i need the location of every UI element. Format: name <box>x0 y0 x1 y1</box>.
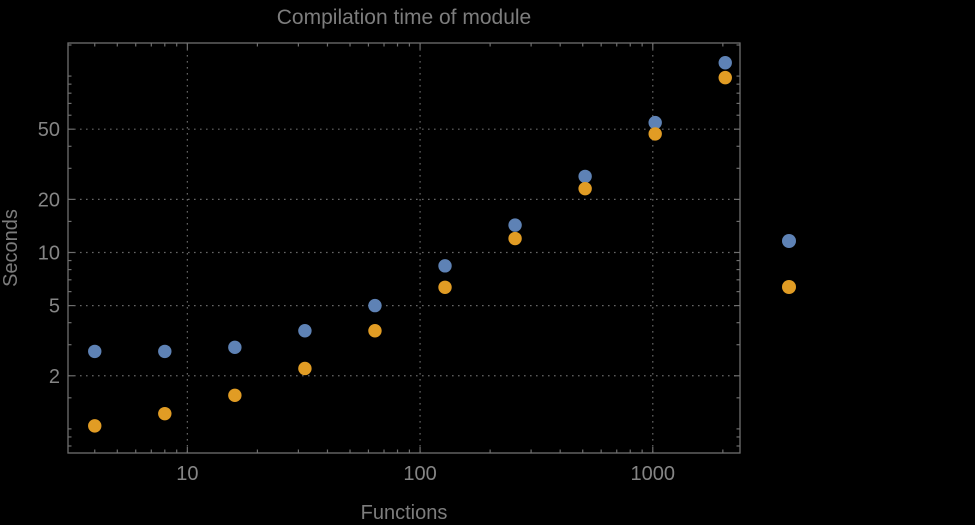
x-tick-labels: 10 100 1000 <box>176 463 675 485</box>
data-point-series-1 <box>718 56 732 70</box>
x-tick-label: 1000 <box>631 463 676 485</box>
data-point-series-1 <box>88 344 102 359</box>
data-point-series-1 <box>158 344 172 359</box>
y-tick-labels: 2 5 10 20 50 <box>38 119 60 388</box>
y-tick-label: 50 <box>38 119 60 141</box>
data-point-series-1 <box>298 324 312 338</box>
data-point-series-1 <box>438 259 452 273</box>
data-point-series-1 <box>648 115 662 130</box>
gridlines-layer <box>68 43 740 453</box>
data-point-series-1 <box>508 218 522 232</box>
data-point-series-1 <box>228 340 242 355</box>
chart-title: Compilation time of module <box>277 6 531 29</box>
data-points-layer <box>88 56 732 433</box>
y-tick-label: 2 <box>49 366 60 388</box>
data-point-series-2 <box>298 361 312 376</box>
data-point-series-1 <box>368 298 382 313</box>
ticks-layer <box>68 43 740 453</box>
data-point-series-2 <box>718 70 732 85</box>
series-1-marker <box>782 234 796 248</box>
data-point-series-2 <box>508 231 522 246</box>
data-point-series-1 <box>578 169 592 184</box>
data-point-series-2 <box>88 419 102 433</box>
legend <box>782 234 796 294</box>
data-point-series-2 <box>648 127 662 141</box>
x-axis-label: Functions <box>361 502 448 524</box>
data-point-series-2 <box>368 324 382 338</box>
data-point-series-2 <box>228 388 242 403</box>
data-point-series-2 <box>578 181 592 196</box>
y-tick-label: 20 <box>38 189 60 211</box>
y-axis-label: Seconds <box>0 209 22 287</box>
x-tick-label: 10 <box>176 463 198 485</box>
data-point-series-2 <box>158 406 172 421</box>
plot-frame <box>67 42 741 454</box>
series-2-marker <box>782 280 796 294</box>
data-point-series-2 <box>438 280 452 294</box>
x-tick-label: 100 <box>403 463 436 485</box>
y-tick-label: 10 <box>38 242 60 264</box>
y-tick-label: 5 <box>49 296 60 318</box>
